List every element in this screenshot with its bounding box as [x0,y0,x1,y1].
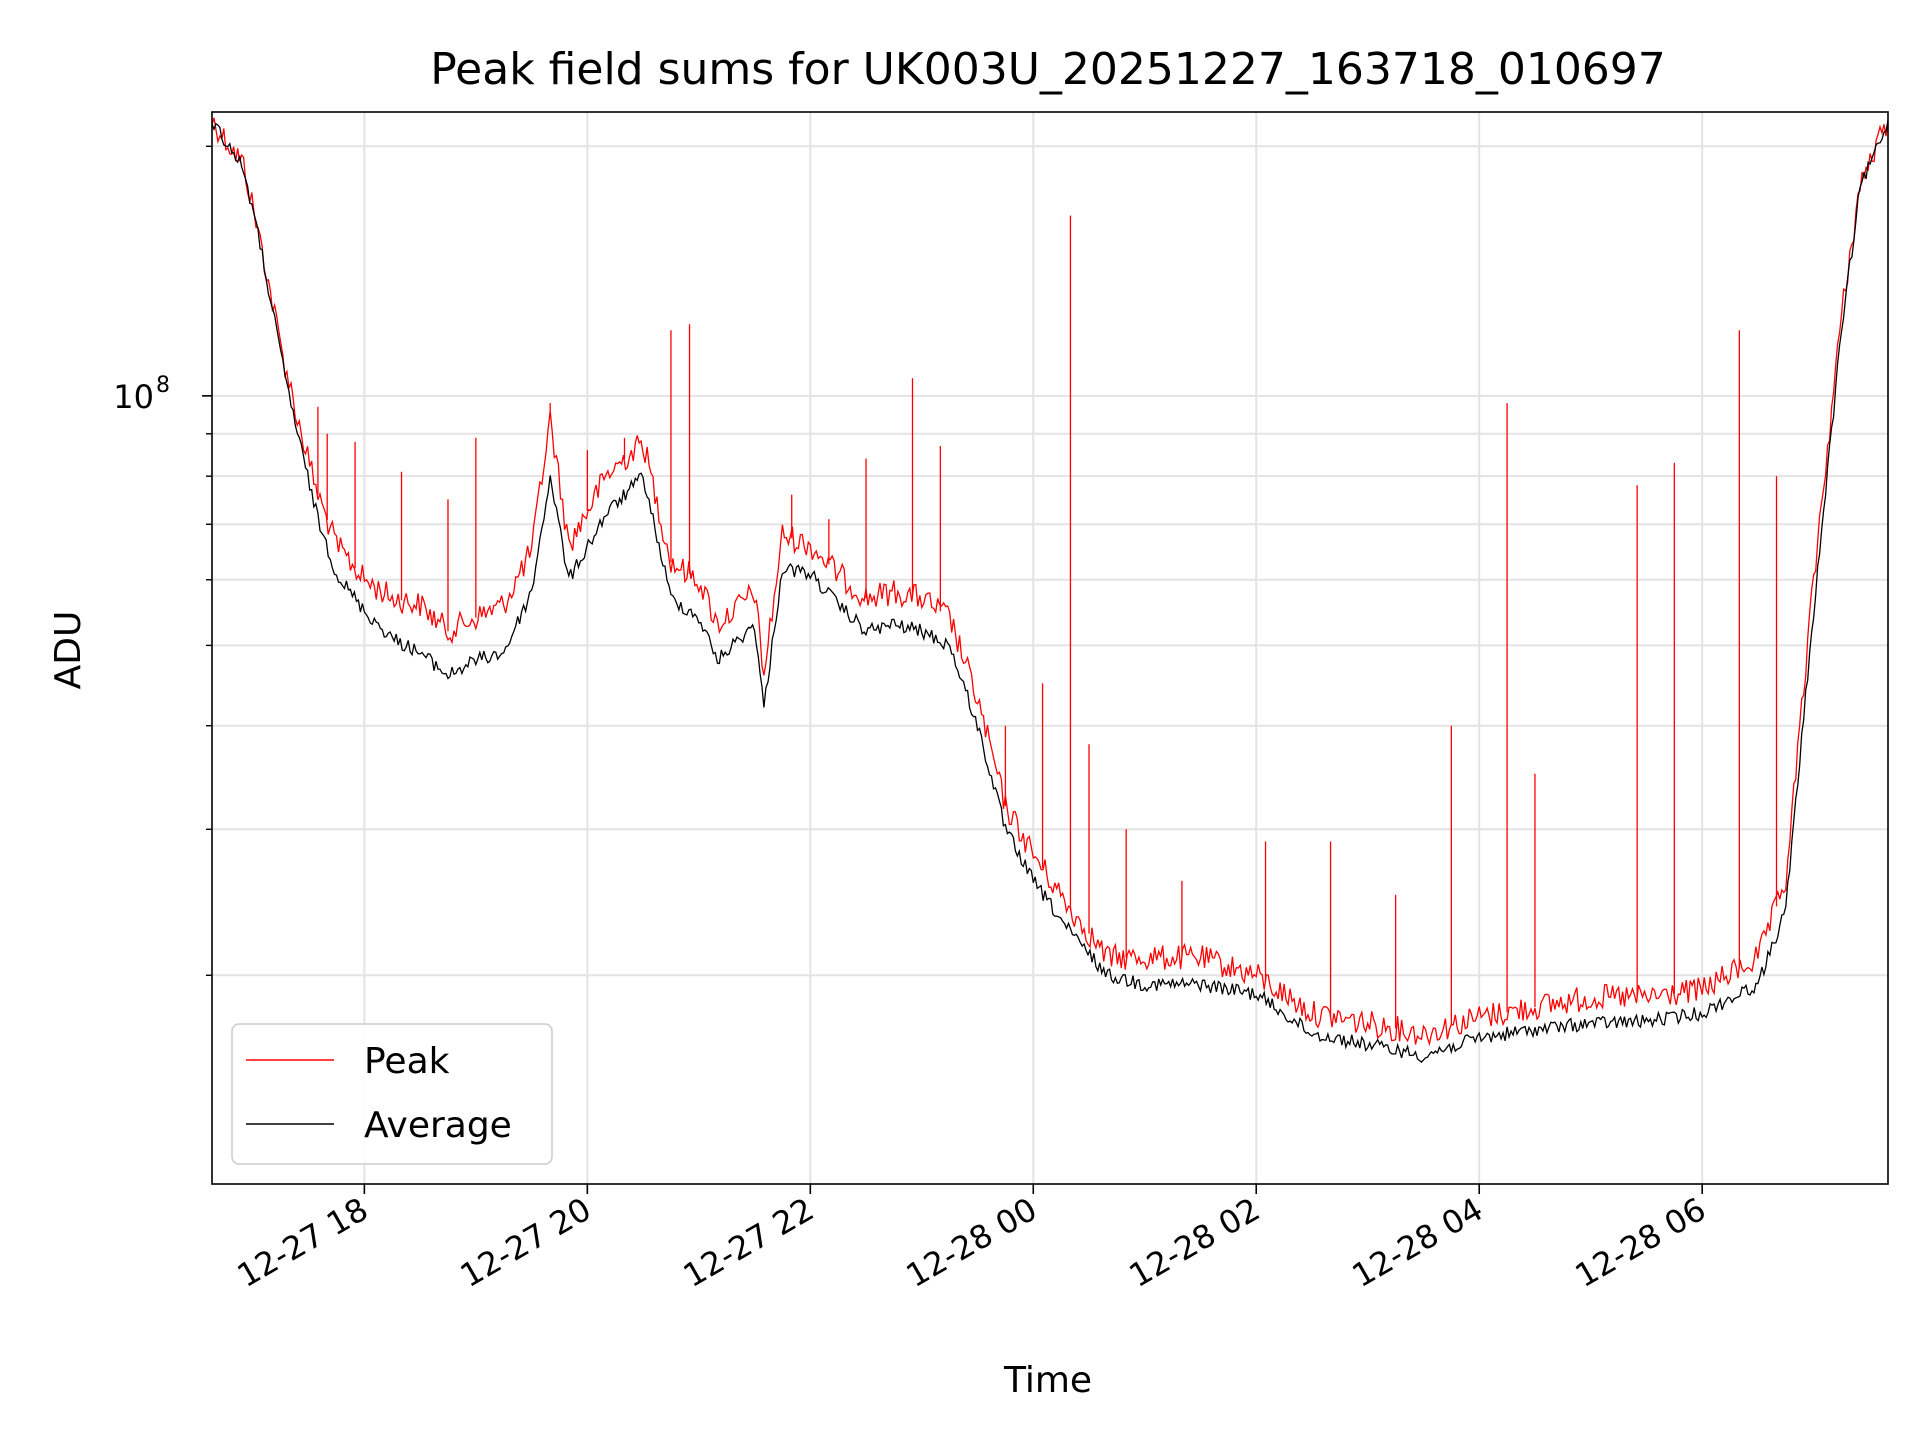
legend-peak-label: Peak [364,1041,450,1082]
legend: Peak Average [231,1023,553,1165]
chart-title: Peak field sums for UK003U_20251227_1637… [430,44,1666,95]
plot-area [212,112,1888,1184]
legend-box [231,1023,553,1165]
series-average-line [211,120,1889,1063]
y-tick-label: 10 [113,378,154,416]
y-tick-exponent: 8 [156,373,170,398]
line-layer [211,117,1889,1063]
y-axis-label: ADU [48,611,89,690]
grid-layer [212,112,1888,1184]
x-axis-label: Time [1003,1360,1092,1401]
series-peak-line [211,117,1889,1047]
plot-frame [211,111,1889,1185]
legend-average-label: Average [364,1105,512,1146]
